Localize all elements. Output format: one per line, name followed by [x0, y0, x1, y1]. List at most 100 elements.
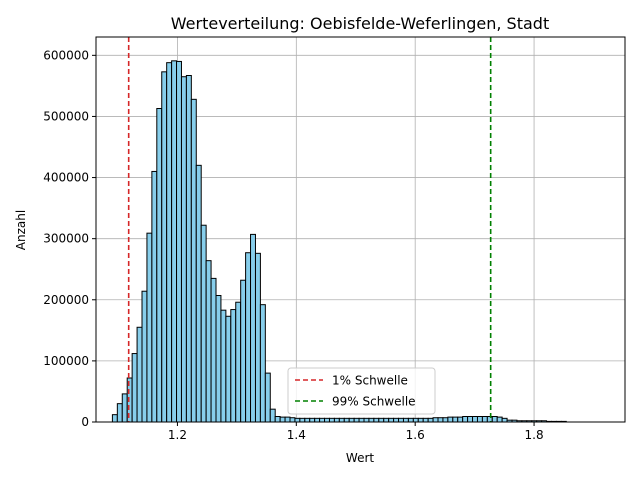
histogram-bar: [240, 279, 247, 423]
histogram-bar: [220, 309, 227, 423]
legend-label-99pct: 99% Schwelle: [332, 395, 416, 409]
histogram-bar: [210, 277, 217, 423]
histogram-bar: [245, 252, 252, 423]
histogram-bar: [284, 416, 291, 423]
y-tick-label: 500000: [43, 109, 89, 123]
x-tick-label: 1.8: [525, 428, 544, 442]
histogram-bar: [442, 417, 449, 423]
histogram-bar: [156, 108, 163, 423]
histogram-bar: [417, 417, 424, 423]
histogram-bar: [299, 417, 306, 423]
histogram-bar: [131, 353, 138, 423]
y-tick-label: 0: [81, 415, 89, 429]
histogram-bar: [225, 315, 232, 423]
y-axis-label: Anzahl: [14, 210, 28, 250]
histogram-bar: [496, 416, 503, 423]
y-tick-label: 400000: [43, 171, 89, 185]
histogram-bar: [254, 252, 261, 423]
histogram-bar: [116, 403, 123, 423]
histogram-bar: [309, 417, 316, 423]
histogram-bar: [200, 224, 207, 423]
histogram-bar: [111, 414, 118, 423]
histogram-bar: [481, 416, 488, 423]
histogram-bar: [185, 75, 192, 423]
histogram-bar: [190, 98, 197, 423]
histogram-bar: [476, 416, 483, 423]
histogram-bar: [452, 416, 459, 423]
y-tick-label: 300000: [43, 232, 89, 246]
histogram-bar: [363, 417, 370, 423]
histogram-bar: [259, 304, 266, 423]
histogram-bar: [324, 417, 330, 423]
histogram-bar: [368, 417, 375, 423]
histogram-bar: [457, 416, 464, 423]
histogram-bar: [319, 417, 326, 423]
histogram-bar: [289, 417, 296, 423]
histogram-bar: [412, 417, 419, 423]
histogram-bar: [141, 290, 148, 423]
legend-box: [287, 367, 436, 415]
histogram-bar: [467, 416, 474, 423]
x-tick-label: 1.2: [168, 428, 187, 442]
histogram-bar: [205, 260, 212, 423]
histogram-bar: [388, 417, 395, 423]
y-tick-label: 200000: [43, 293, 89, 307]
histogram-bar: [136, 326, 143, 423]
histogram-bar: [472, 416, 478, 423]
histogram-bar: [437, 417, 444, 423]
ticks-layer: 1.2 1.4 1.6 1.8 0 100000 200000 300000 400000 500…: [43, 48, 543, 442]
histogram-bar: [501, 417, 508, 423]
histogram-bar: [353, 417, 360, 423]
histogram-bar: [230, 309, 237, 423]
histogram-bar: [314, 417, 321, 423]
histogram-bar: [462, 416, 469, 423]
histogram-bar: [274, 416, 281, 423]
axes-layer: [95, 36, 626, 423]
histogram-bar: [378, 417, 385, 423]
histogram-bar: [383, 417, 390, 423]
histogram-bar: [491, 416, 498, 423]
x-axis-label: Wert: [346, 451, 374, 465]
histogram-bar: [294, 417, 301, 423]
threshold-layer: [127, 37, 492, 422]
histogram-bar: [422, 417, 429, 423]
histogram-bar: [402, 417, 409, 423]
histogram-bar: [348, 417, 355, 423]
y-tick-label: 100000: [43, 354, 89, 368]
histogram-bar: [176, 60, 182, 423]
histogram-bar: [151, 170, 158, 423]
histogram-bar: [146, 232, 153, 423]
histogram-bar: [121, 393, 128, 423]
histogram-bar: [343, 417, 350, 423]
histogram-bar: [264, 372, 271, 423]
plot-frame: [95, 36, 626, 423]
histogram-bar: [166, 62, 173, 423]
histogram-bar: [432, 417, 439, 423]
histogram-bar: [161, 71, 168, 423]
histogram-bar: [486, 416, 493, 423]
histogram-bar: [407, 417, 414, 423]
histogram-bar: [195, 164, 202, 423]
histogram-bar: [333, 417, 340, 423]
histogram-bar: [304, 417, 311, 423]
histogram-bar: [180, 76, 187, 423]
histogram-bar: [215, 295, 222, 423]
histogram-bar: [269, 408, 276, 423]
histogram-bar: [447, 416, 454, 423]
x-tick-label: 1.4: [287, 428, 306, 442]
bars-layer: [111, 60, 567, 423]
histogram-bar: [328, 417, 335, 423]
legend: 1% Schwelle 99% Schwelle: [287, 367, 436, 415]
legend-label-1pct: 1% Schwelle: [332, 374, 408, 388]
histogram-bar: [250, 233, 256, 423]
histogram-bar: [338, 417, 345, 423]
histogram-bar: [373, 417, 380, 423]
y-tick-label: 600000: [43, 48, 89, 62]
histogram-bar: [279, 416, 286, 423]
histogram-bar: [393, 417, 400, 423]
histogram-bar: [427, 417, 434, 423]
x-tick-label: 1.6: [406, 428, 425, 442]
histogram-bar: [358, 417, 365, 423]
